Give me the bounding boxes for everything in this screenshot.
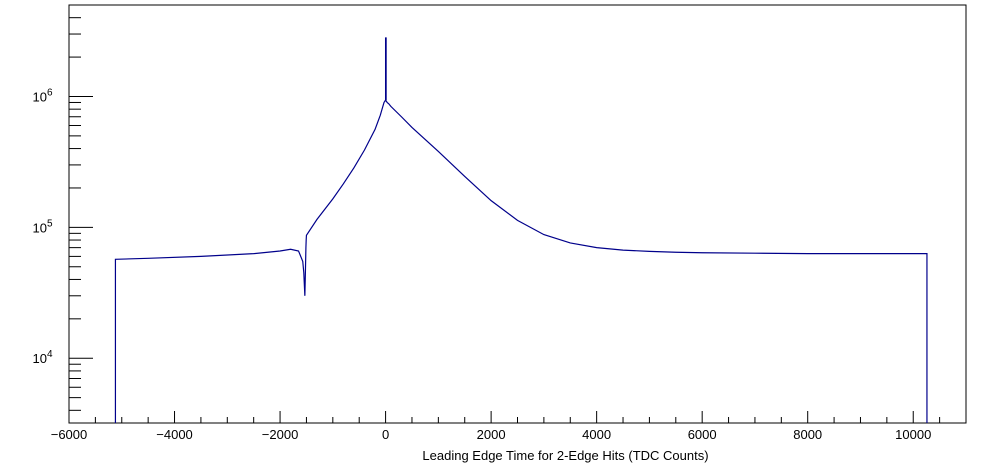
x-tick-label: 2000: [477, 427, 506, 442]
y-tick-label: 10: [33, 351, 47, 366]
histogram-line: [114, 98, 928, 423]
y-tick-label: 10: [33, 89, 47, 104]
x-tick-label: −4000: [156, 427, 193, 442]
x-tick-label: −2000: [262, 427, 299, 442]
y-tick-exponent: 6: [47, 87, 53, 98]
x-tick-label: 8000: [793, 427, 822, 442]
plot-frame: [68, 4, 967, 424]
histogram-spike: [384, 37, 387, 100]
y-tick-exponent: 4: [47, 349, 53, 360]
x-tick-label: 0: [382, 427, 389, 442]
y-tick-label: 10: [33, 220, 47, 235]
x-tick-label: 6000: [688, 427, 717, 442]
x-axis-ticks: −6000 −4000 −2000 0 2000 4000 6000 8000 10000: [51, 411, 967, 442]
x-tick-label: 4000: [582, 427, 611, 442]
histogram-series: [114, 37, 928, 423]
y-tick-exponent: 5: [47, 218, 53, 229]
x-tick-label: −6000: [51, 427, 88, 442]
x-axis-title: Leading Edge Time for 2-Edge Hits (TDC C…: [422, 448, 708, 463]
x-tick-label: 10000: [895, 427, 931, 442]
